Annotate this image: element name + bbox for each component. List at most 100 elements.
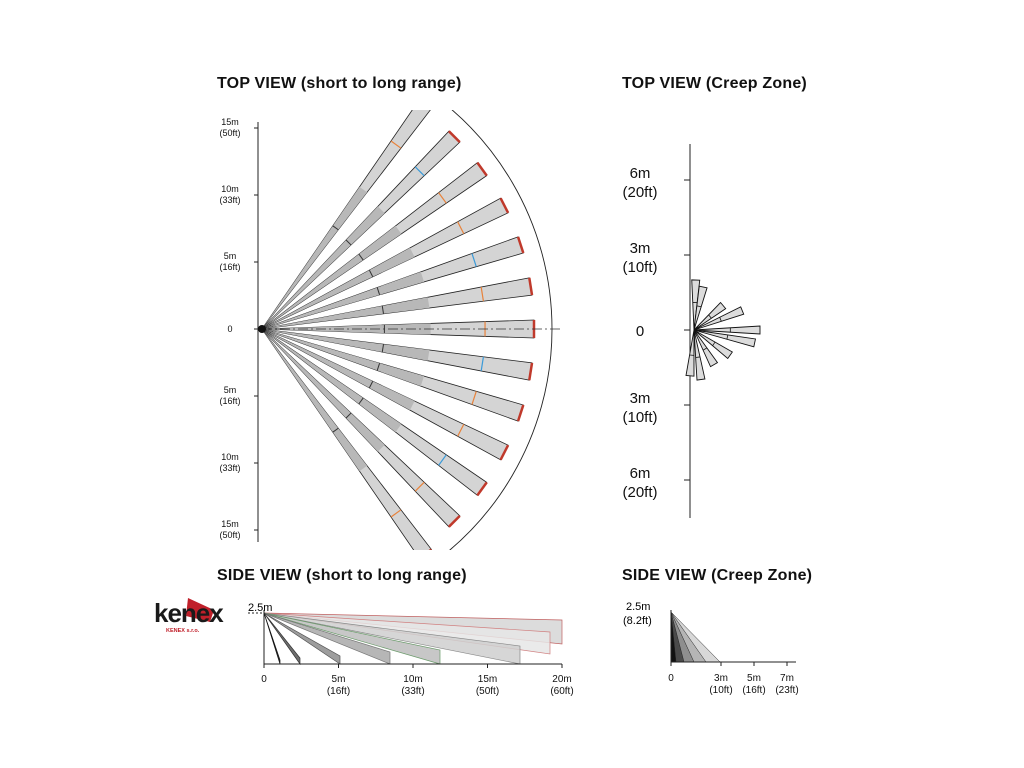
top-view-beam-inner [262,329,425,387]
top-view-beam-tip [499,444,510,461]
creep-side-height-label-ft: (8.2ft) [623,615,652,627]
top-view-tick-label-ft: (33ft) [219,463,240,473]
top-view-beam-marker [390,140,402,149]
top-view-beam-divider [332,225,339,231]
creep-top-beams [685,279,761,381]
top-view-beam-divider [345,412,352,419]
top-view-tick-label: 15m [221,117,239,127]
top-view-beam-marker [414,166,425,177]
top-view-beam-divider [381,344,385,353]
top-view-beam-inner [262,247,415,329]
creep-top-beam [693,329,757,348]
side-view-tick-label: 0 [261,674,267,685]
creep-side-diagram: 2.5m (8.2ft) 0 3m(10ft) 5m(16ft) 7m(23ft) [623,601,799,696]
side-view-tick-label-ft: (16ft) [327,686,350,697]
top-view-beam-marker [438,192,447,204]
top-view-title: TOP VIEW (short to long range) [217,75,462,92]
top-view-beam-divider [345,239,352,246]
top-view-tick-label-ft: (33ft) [219,195,240,205]
creep-top-diagram: 6m (20ft) 3m (10ft) 0 3m (10ft) 6m (20ft) [622,144,761,518]
creep-top-tick-label: 6m [630,165,651,182]
creep-side-ticks: 0 3m(10ft) 5m(16ft) 7m(23ft) [668,662,799,696]
side-view-beam [263,612,341,665]
creep-side-tick-label: 0 [668,673,674,684]
side-view-beam [263,612,281,665]
top-view-beam-inner [262,297,430,329]
logo-subtext: KENEX s.r.o. [166,628,200,634]
creep-top-tick-label: 6m [630,465,651,482]
side-view-tick-label: 15m [478,674,497,685]
kenex-logo: kenex KENEX s.r.o. [152,594,252,636]
creep-side-tick-label-ft: (23ft) [775,685,798,696]
creep-top-beam [693,285,708,331]
creep-side-height-label: 2.5m [626,601,650,613]
creep-side-tick-label-ft: (16ft) [742,685,765,696]
creep-top-tick-label: 3m [630,240,651,257]
top-view-beam-marker [471,391,477,405]
top-view-beam-inner [262,225,402,329]
creep-side-tick-label: 5m [747,673,761,684]
side-view-tick-label: 5m [332,674,346,685]
creep-top-beam-divider [702,347,708,351]
top-view-beam-tip [447,514,461,528]
side-view-tick-label-ft: (50ft) [476,686,499,697]
side-view-beam [263,612,301,666]
side-view-beam [263,612,521,665]
top-view-beam-marker [480,356,485,372]
top-view-diagram: 15m(50ft)10m(33ft)5m(16ft)05m(16ft)10m(3… [219,110,562,550]
creep-top-title: TOP VIEW (Creep Zone) [622,75,807,92]
top-view-beam-divider [368,269,374,277]
creep-top-tick-label-ft: (10ft) [622,259,657,276]
creep-top-beam-divider [708,314,712,319]
side-view-height-label: 2.5m [248,602,272,614]
top-view-beams [258,110,562,550]
kenex-logo-mark: kenex KENEX s.r.o. [154,598,225,634]
top-view-beam-inner [262,329,415,411]
creep-top-beam [693,325,761,335]
side-view-tick-label-ft: (33ft) [401,686,424,697]
top-view-beam-tip [476,481,488,497]
top-view-beam-divider [358,253,364,261]
top-view-tick-label: 10m [221,184,239,194]
creep-top-beam-divider [726,334,729,340]
creep-top-tick-label-ft: (20ft) [622,484,657,501]
creep-top-beam [693,329,706,381]
top-view-tick-label-ft: (16ft) [219,396,240,406]
top-view-beam-inner [262,329,368,472]
side-view-tick-label: 10m [403,674,422,685]
creep-top-tick-label-ft: (20ft) [622,184,657,201]
top-view-sensor-origin [258,325,266,333]
top-view-beam-divider [381,305,385,314]
top-view-beam-tip [499,197,510,214]
creep-top-tick-label: 0 [636,323,644,340]
top-view-beam-tip [528,277,534,296]
creep-top-beam-divider [695,356,701,358]
top-view-beam-marker [390,509,402,518]
top-view-beam-divider [368,381,374,389]
top-view-beam-divider [376,363,381,371]
creep-side-beams [670,611,721,663]
top-view-tick-label-ft: (50ft) [219,128,240,138]
top-view-beam-marker [414,481,425,492]
top-view-beam-tip [528,362,534,381]
top-view-beam-divider [332,427,339,433]
side-view-tick-label: 20m [552,674,571,685]
top-view-tick-label: 10m [221,452,239,462]
side-view-tick-label-ft: (60ft) [550,686,573,697]
creep-side-title: SIDE VIEW (Creep Zone) [622,567,813,584]
top-view-beam-marker [471,253,477,267]
creep-top-beam-divider [719,317,722,322]
logo-wordmark: kenex [154,598,224,628]
top-view-beam-marker [438,454,447,466]
top-view-tick-label-ft: (16ft) [219,262,240,272]
creep-top-tick-label-ft: (10ft) [622,409,657,426]
top-view-tick-label: 0 [227,324,232,334]
side-view-beam [263,612,441,665]
top-view-beam-inner [262,329,402,433]
creep-top-beam [685,329,695,377]
side-view-beams [263,612,563,666]
top-view-beam-marker [480,286,485,302]
top-view-beam-inner [262,271,425,329]
top-view-beam-divider [358,397,364,405]
top-view-beam-tip [516,236,525,254]
